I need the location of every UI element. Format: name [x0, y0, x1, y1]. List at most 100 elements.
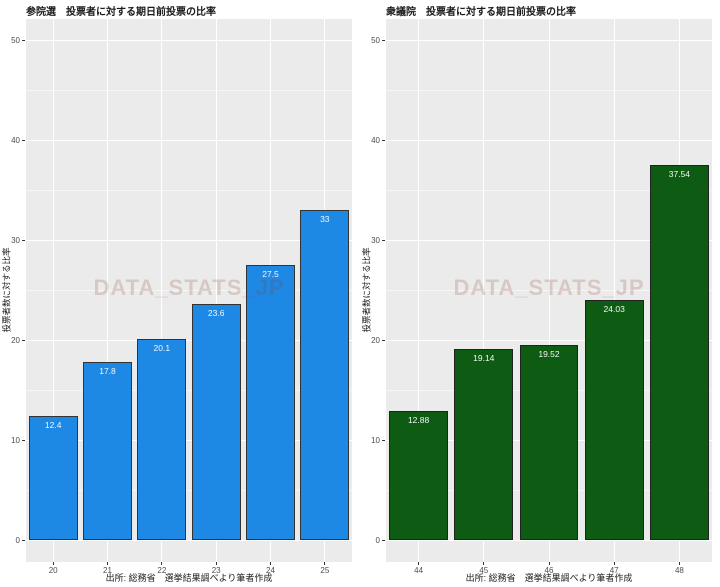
y-tick-label: 30: [11, 235, 20, 245]
major-gridline: [26, 40, 352, 41]
bar-value-label: 19.14: [473, 352, 495, 363]
x-tick-mark: [418, 562, 420, 565]
y-tick-label: 40: [371, 135, 380, 145]
x-gridline: [548, 19, 550, 562]
bar: 33: [300, 210, 350, 540]
source-caption: 出所: 総務省 選挙結果調べより筆者作成: [465, 573, 633, 583]
minor-gridline: [26, 290, 352, 291]
chart-title: 参院選 投票者に対する期日前投票の比率: [26, 7, 216, 18]
y-tick-label: 20: [11, 335, 20, 345]
x-tick-mark: [215, 562, 217, 565]
y-tick-label: 50: [11, 35, 20, 45]
y-tick-label: 40: [11, 135, 20, 145]
minor-gridline: [26, 490, 352, 491]
x-tick-mark: [548, 562, 550, 565]
x-gridline: [613, 19, 615, 562]
x-tick-mark: [161, 562, 163, 565]
plot-panel: DATA_STATS_JP 12.88 19.14 19.52 24.03 37.54: [386, 19, 712, 562]
bar: 17.8: [83, 362, 132, 540]
x-tick-label: 48: [674, 566, 684, 575]
x-tick-mark: [52, 562, 54, 565]
x-gridline: [483, 19, 485, 562]
major-gridline: [26, 340, 352, 341]
y-tick-label: 10: [11, 435, 20, 445]
y-tick-mark: [382, 139, 385, 141]
x-tick-mark: [678, 562, 680, 565]
x-tick-mark: [613, 562, 615, 565]
bar: 27.5: [246, 265, 295, 540]
x-gridline: [418, 19, 420, 562]
minor-gridline: [26, 390, 352, 391]
bar: 12.88: [389, 411, 448, 540]
bar: 19.52: [519, 344, 579, 540]
bar: 12.4: [28, 416, 78, 540]
bar: 37.54: [650, 164, 709, 540]
bar-value-label: 24.03: [603, 303, 625, 314]
y-axis-title: 投票者数に対する比率: [1, 247, 12, 333]
x-tick-label: 24: [266, 566, 275, 575]
representatives-early-voting-chart: 衆議院 投票者に対する期日前投票の比率 投票者数に対する比率 DATA_STAT…: [360, 0, 720, 587]
x-tick-label: 23: [211, 566, 221, 575]
minor-gridline: [26, 190, 352, 191]
minor-gridline: [26, 90, 352, 91]
y-tick-mark: [22, 239, 25, 241]
y-tick-label: 20: [371, 335, 380, 345]
plot-panel: DATA_STATS_JP 12.4 17.8 20.1 23.6 27.5 33: [26, 19, 352, 562]
bar-value-label: 37.54: [668, 168, 691, 179]
bar: 23.6: [191, 304, 241, 540]
x-tick-label: 25: [320, 566, 330, 575]
x-gridline: [52, 19, 54, 562]
x-tick-label: 20: [48, 566, 58, 575]
major-gridline: [26, 540, 352, 541]
x-tick-label: 44: [414, 566, 424, 575]
bar-value-label: 17.8: [99, 366, 116, 376]
x-tick-label: 47: [609, 566, 619, 575]
major-gridline: [26, 440, 352, 441]
x-tick-label: 45: [479, 566, 489, 575]
x-tick-label: 22: [157, 566, 167, 575]
x-tick-mark: [483, 562, 485, 565]
x-tick-label: 46: [544, 566, 554, 575]
y-axis-title: 投票者数に対する比率: [361, 247, 372, 333]
y-tick-mark: [382, 439, 385, 441]
bar-value-label: 20.1: [153, 343, 171, 353]
bar-value-label: 33: [320, 214, 330, 224]
x-tick-label: 21: [103, 566, 112, 575]
y-tick-mark: [22, 539, 25, 541]
bar-value-label: 23.6: [207, 308, 225, 318]
y-tick-mark: [22, 339, 25, 341]
bar: 20.1: [137, 339, 187, 540]
x-tick-mark: [270, 562, 271, 565]
bar-value-label: 19.52: [538, 348, 560, 359]
bar: 19.14: [454, 348, 514, 540]
source-caption: 出所: 総務省 選挙結果調べより筆者作成: [105, 573, 273, 583]
y-tick-mark: [382, 239, 385, 241]
bar-value-label: 12.88: [407, 415, 430, 426]
y-tick-mark: [382, 539, 385, 541]
watermark: DATA_STATS_JP: [453, 275, 645, 300]
y-tick-mark: [382, 39, 385, 41]
y-tick-label: 0: [15, 535, 20, 545]
y-tick-mark: [22, 39, 25, 41]
x-tick-mark: [107, 562, 108, 565]
y-tick-mark: [22, 139, 25, 141]
x-gridline: [161, 19, 163, 562]
bar-value-label: 27.5: [262, 269, 279, 279]
y-tick-label: 10: [371, 435, 380, 445]
bar: 24.03: [584, 299, 644, 540]
major-gridline: [26, 140, 352, 141]
x-gridline: [215, 19, 217, 562]
y-tick-label: 30: [371, 235, 380, 245]
y-tick-label: 0: [375, 535, 380, 545]
x-tick-mark: [324, 562, 326, 565]
chart-title: 衆議院 投票者に対する期日前投票の比率: [386, 7, 576, 18]
major-gridline: [26, 240, 352, 241]
councillors-early-voting-chart: 参院選 投票者に対する期日前投票の比率 投票者数に対する比率 DATA_STAT…: [1, 7, 352, 583]
y-tick-mark: [22, 439, 25, 441]
y-tick-mark: [382, 339, 385, 341]
x-gridline: [107, 19, 108, 562]
bar-value-label: 12.4: [44, 420, 62, 430]
y-tick-label: 50: [371, 35, 380, 45]
watermark: DATA_STATS_JP: [93, 275, 285, 300]
